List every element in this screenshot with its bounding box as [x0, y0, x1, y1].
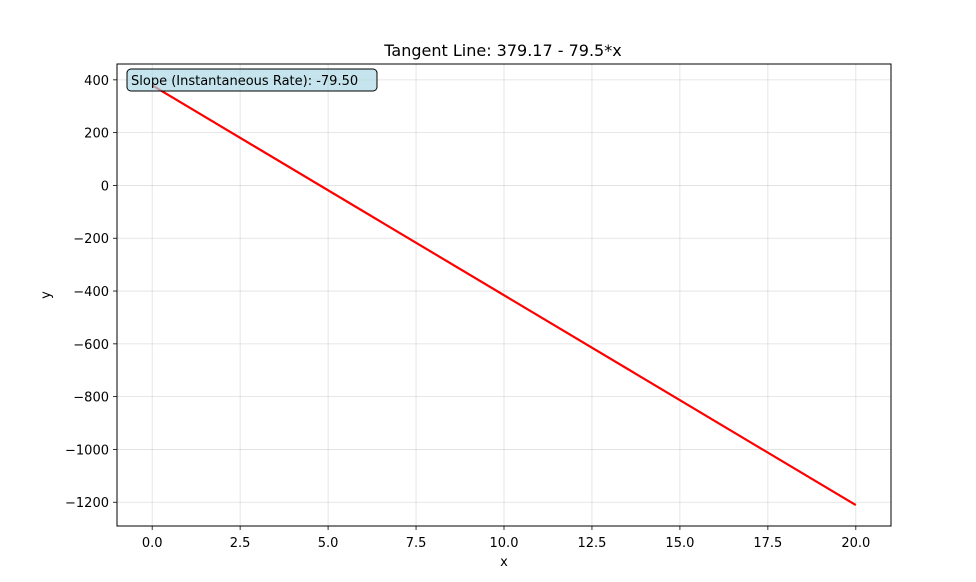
annotation-box: [126, 68, 378, 92]
x-axis-label: x: [500, 555, 508, 570]
x-tick-label: 5.0: [318, 536, 339, 551]
chart-title: Tangent Line: 379.17 - 79.5*x: [383, 41, 621, 60]
x-tick-label: 7.5: [406, 536, 427, 551]
y-tick-label: −1000: [65, 443, 109, 458]
x-tick-label: 12.5: [577, 536, 606, 551]
y-tick-label: −800: [73, 391, 109, 406]
grid-lines: [117, 64, 891, 526]
y-tick-label: 0: [101, 179, 109, 194]
y-tick-label: −600: [73, 338, 109, 353]
y-axis-ticks: 400 200 0 −200 −400 −600 −800 −1000 −1200: [65, 74, 117, 511]
x-tick-label: 17.5: [753, 536, 782, 551]
y-tick-label: −1200: [65, 496, 109, 511]
y-tick-label: −200: [73, 232, 109, 247]
series-layer: [151, 84, 857, 507]
x-tick-label: 15.0: [665, 536, 694, 551]
x-tick-label: 10.0: [490, 536, 519, 551]
y-tick-label: −400: [73, 285, 109, 300]
x-tick-label: 2.5: [230, 536, 251, 551]
x-axis-ticks: 0.0 2.5 5.0 7.5 10.0 12.5 15.0 17.5 20.0: [142, 526, 870, 551]
annotation-text: Slope (Instantaneous Rate): -79.50: [131, 74, 358, 89]
y-axis-label: y: [39, 291, 54, 299]
slope-annotation: Slope (Instantaneous Rate): -79.50: [126, 68, 378, 92]
x-tick-label: 0.0: [142, 536, 163, 551]
y-tick-label: 400: [84, 74, 109, 89]
tangent-line-series: [151, 84, 857, 507]
y-tick-label: 200: [84, 127, 109, 142]
x-tick-label: 20.0: [841, 536, 870, 551]
